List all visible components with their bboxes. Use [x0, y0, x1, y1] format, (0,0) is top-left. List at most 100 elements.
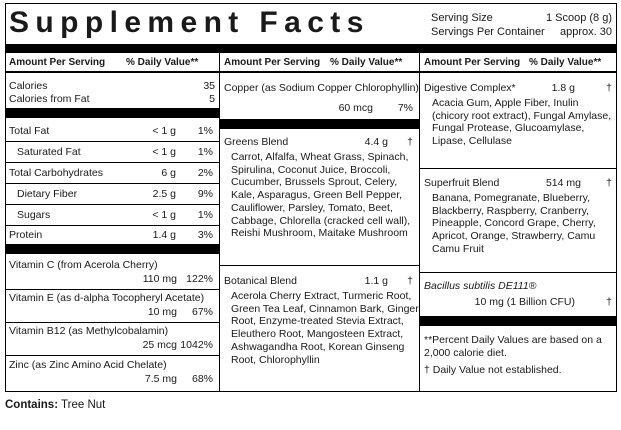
nutrient-dv: 3%	[197, 229, 213, 241]
col-head-rule	[5, 71, 617, 73]
nutrient-amount: 2.5 g	[152, 188, 176, 200]
superfruit-blend-label: Superfruit Blend	[424, 177, 500, 189]
ingredient-line: Cabbage, Chlorella (cracked cell wall),	[231, 214, 411, 227]
digestive-complex-ingredients: Acacia Gum, Apple Fiber, Inulin (chicory…	[432, 97, 611, 148]
greens-blend-amount: 4.4 g	[364, 136, 388, 148]
vitamin-amount: 25 mcg	[142, 339, 177, 351]
ingredient-line: Root, Enzyme-treated Stevia Extract,	[231, 315, 404, 328]
greens-blend-label: Greens Blend	[224, 136, 289, 148]
col2-head-amount: Amount Per Serving	[224, 57, 321, 68]
botanical-blend-dv: †	[407, 275, 413, 287]
nutrient-dv: 1%	[197, 209, 213, 221]
col1-head-amount: Amount Per Serving	[9, 57, 106, 68]
footnote-line: **Percent Daily Values are based on a	[424, 334, 602, 346]
ingredient-line: Eleuthero Root, Mangosteen Extract,	[231, 328, 404, 341]
ingredient-line: Kale, Asparagus, Green Bell Pepper,	[231, 189, 403, 202]
row-rule	[5, 289, 219, 290]
ingredient-line: Cucumber, Brussels Sprout, Celery,	[231, 176, 398, 189]
col3-bar-1	[419, 316, 616, 326]
page-title: Supplement Facts	[9, 6, 370, 39]
vitamin-amount: 110 mg	[142, 273, 177, 285]
nutrient-dv: 2%	[197, 167, 213, 179]
ingredient-line: Apricot, Orange, Strawberry, Camu	[432, 230, 596, 243]
ingredient-line: Cauliflower, Parsley, Tomato, Beet,	[231, 201, 393, 214]
vitamin-label: Vitamin C (from Acerola Cherry)	[9, 259, 158, 271]
ingredient-line: Reishi Mushroom, Maitake Mushroom	[231, 227, 408, 240]
calories-label: Calories	[9, 80, 48, 92]
row-rule	[5, 322, 219, 323]
col1-head-dv: % Daily Value**	[126, 57, 199, 68]
servings-label: Servings Per Container	[431, 26, 545, 38]
frame-bottom	[5, 391, 617, 392]
calories-fat-label: Calories from Fat	[9, 93, 90, 105]
column-divider-1	[219, 53, 220, 391]
contains-label: Contains:	[5, 399, 59, 411]
row-rule	[5, 183, 219, 184]
superfruit-blend-dv: †	[606, 177, 612, 189]
ingredient-line: Acerola Cherry Extract, Turmeric Root,	[231, 290, 412, 302]
col1-bar-1	[5, 108, 219, 118]
row-rule	[419, 168, 616, 169]
copper-label: Copper (as Sodium Copper Chlorophyllin)	[224, 82, 419, 94]
col2-head-dv: % Daily Value**	[330, 57, 403, 68]
copper-dv: 7%	[397, 102, 413, 114]
col3-head-amount: Amount Per Serving	[424, 57, 521, 68]
nutrient-label: Saturated Fat	[17, 146, 81, 158]
frame-right	[616, 3, 617, 392]
nutrient-label: Sugars	[17, 209, 51, 221]
header-bar	[5, 44, 617, 53]
row-rule	[5, 355, 219, 356]
dagger-footnote: † Daily Value not established.	[424, 364, 562, 376]
nutrient-amount: < 1 g	[152, 146, 176, 158]
calories-fat-value: 5	[209, 93, 215, 105]
superfruit-blend-amount: 514 mg	[545, 177, 581, 189]
nutrient-amount: 1.4 g	[152, 229, 176, 241]
nutrient-dv: 9%	[197, 188, 213, 200]
ingredient-line: Fungal Protease, Glucoamylase,	[432, 122, 585, 135]
frame-top	[5, 3, 617, 4]
nutrient-dv: 1%	[197, 125, 213, 137]
digestive-complex-amount: 1.8 g	[551, 82, 575, 94]
column-divider-2	[419, 53, 420, 391]
row-rule	[5, 204, 219, 205]
vitamin-dv: 67%	[191, 306, 213, 318]
ingredient-line: Lipase, Cellulase	[432, 135, 512, 148]
frame-left	[5, 3, 6, 392]
botanical-blend-label: Botanical Blend	[224, 275, 297, 287]
contains-line: Contains: Tree Nut	[5, 399, 105, 412]
calories-value: 35	[203, 80, 215, 92]
ingredient-line: Ashwagandha Root, Korean Ginseng	[231, 340, 405, 353]
nutrient-amount: 6 g	[161, 167, 176, 179]
nutrient-label: Total Fat	[9, 125, 50, 137]
nutrient-dv: 1%	[197, 146, 213, 158]
vitamin-dv: 68%	[191, 373, 213, 385]
ingredient-line: Banana, Pomegranate, Blueberry,	[432, 192, 590, 204]
ingredient-line: Green Tea Leaf, Cinnamon Bark, Ginger	[231, 302, 419, 315]
footnote-line: 2,000 calorie diet.	[424, 346, 507, 359]
greens-blend-dv: †	[407, 136, 413, 148]
vitamin-label: Vitamin B12 (as Methylcobalamin)	[9, 325, 169, 337]
ingredient-line: Root, Chlorophyllin	[231, 353, 320, 366]
bacillus-label: Bacillus subtilis DE111®	[424, 280, 537, 292]
ingredient-line: Carrot, Alfalfa, Wheat Grass, Spinach,	[231, 151, 409, 163]
ingredient-line: Spirulina, Coconut Juice, Broccoli,	[231, 163, 391, 176]
greens-blend-ingredients: Carrot, Alfalfa, Wheat Grass, Spinach, S…	[231, 151, 410, 240]
ingredient-line: (chicory root extract), Fungal Amylase,	[432, 109, 612, 122]
ingredient-line: Camu Fruit	[432, 242, 484, 255]
contains-value: Tree Nut	[61, 399, 106, 411]
row-rule	[5, 162, 219, 163]
digestive-complex-dv: †	[606, 82, 612, 94]
serving-size-value: 1 Scoop (8 g)	[545, 12, 612, 24]
row-rule	[219, 265, 419, 266]
col1-bar-2	[5, 244, 219, 254]
superfruit-blend-ingredients: Banana, Pomegranate, Blueberry, Blackber…	[432, 192, 596, 256]
nutrient-label: Protein	[9, 229, 43, 241]
vitamin-amount: 10 mg	[147, 306, 177, 318]
daily-value-footnote: **Percent Daily Values are based on a 2,…	[424, 334, 602, 359]
vitamin-label: Vitamin E (as d-alpha Tocopheryl Acetate…	[9, 292, 205, 304]
vitamin-label: Zinc (as Zinc Amino Acid Chelate)	[9, 359, 167, 371]
col3-head-dv: % Daily Value**	[529, 57, 602, 68]
nutrient-amount: < 1 g	[152, 209, 176, 221]
ingredient-line: Acacia Gum, Apple Fiber, Inulin	[432, 97, 579, 109]
digestive-complex-label: Digestive Complex*	[424, 82, 516, 94]
